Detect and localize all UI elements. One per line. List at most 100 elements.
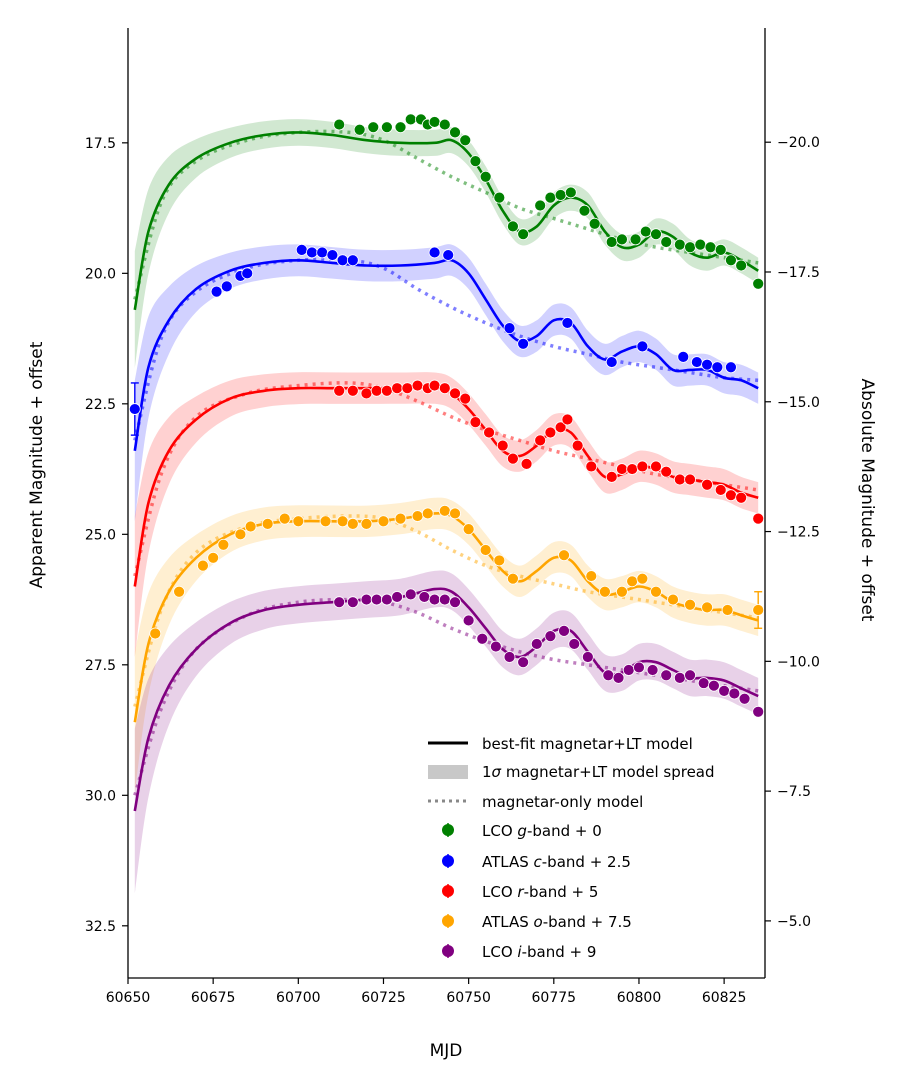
data-point [544, 426, 557, 439]
data-point [612, 671, 625, 684]
data-point [704, 241, 717, 254]
data-point [636, 460, 649, 473]
legend-label-o-band: ATLAS o-band + 7.5 [482, 913, 632, 931]
data-point [404, 113, 417, 126]
data-point [394, 121, 407, 134]
data-point [602, 669, 615, 682]
data-point [598, 585, 611, 598]
x-tick-label: 60775 [532, 990, 577, 1006]
data-point [622, 664, 635, 676]
x-tick-label: 60725 [361, 990, 406, 1006]
x-tick-label: 60675 [191, 990, 236, 1006]
data-point [380, 593, 393, 606]
data-point [421, 507, 434, 520]
data-point [438, 382, 451, 395]
data-point [561, 317, 574, 329]
data-point [605, 471, 618, 483]
magnetar-only-line [133, 257, 759, 441]
data-point [411, 379, 424, 392]
data-point [660, 465, 673, 478]
data-point [667, 593, 679, 606]
data-point [636, 340, 649, 353]
x-tick-label: 60700 [276, 990, 321, 1006]
data-point [391, 591, 404, 603]
data-point [438, 593, 451, 606]
data-point [752, 512, 765, 525]
data-point [738, 692, 751, 705]
x-tick-label: 60650 [106, 990, 151, 1006]
series-2 [133, 372, 765, 657]
data-point [725, 489, 737, 502]
data-point [449, 126, 461, 139]
data-point [616, 233, 628, 246]
data-point [370, 593, 383, 606]
data-point [210, 285, 223, 298]
legend-label-c-band: ATLAS c-band + 2.5 [482, 853, 631, 871]
data-point [558, 549, 570, 562]
data-point [244, 520, 257, 533]
x-tick-label: 60825 [702, 990, 747, 1006]
y-right-tick-label: −15.0 [777, 395, 820, 411]
data-point [752, 277, 765, 290]
data-point [629, 233, 642, 246]
data-point [411, 510, 424, 522]
data-point [752, 604, 765, 616]
data-point [391, 382, 404, 395]
data-point [554, 421, 567, 434]
data-point [493, 191, 506, 204]
data-point [507, 220, 519, 233]
data-point [714, 243, 727, 256]
legend: best-fit magnetar+LT model 1σ magnetar+L… [428, 735, 715, 961]
data-point [650, 460, 662, 473]
data-point [149, 627, 162, 640]
data-point [697, 677, 710, 689]
data-point [503, 322, 516, 335]
data-point [306, 246, 318, 259]
data-point [173, 585, 185, 598]
data-point [711, 361, 724, 374]
data-point [476, 632, 489, 645]
data-point [346, 596, 359, 609]
data-point [380, 121, 393, 134]
data-point [701, 601, 713, 614]
data-point [428, 593, 441, 606]
data-point [708, 679, 720, 692]
data-point [360, 593, 373, 606]
y-right-tick-label: −12.5 [777, 525, 820, 541]
data-point [367, 121, 380, 134]
data-point [520, 457, 533, 470]
data-point [725, 361, 737, 374]
legend-entry-c-band: ATLAS c-band + 2.5 [442, 853, 631, 871]
data-point [517, 228, 530, 241]
data-point [479, 170, 492, 183]
y-right-tick-label: −20.0 [777, 135, 820, 151]
data-point [459, 392, 472, 405]
data-point [469, 416, 482, 428]
data-point [585, 570, 598, 582]
data-point [507, 572, 519, 585]
data-point [554, 189, 567, 201]
data-point [626, 463, 639, 475]
data-point [605, 236, 618, 248]
legend-entry-i-band: LCO i-band + 9 [442, 943, 596, 961]
data-point [684, 241, 696, 254]
data-point [701, 358, 713, 371]
data-point [718, 685, 731, 697]
data-point [561, 413, 574, 426]
data-point [684, 669, 696, 682]
data-point [336, 254, 349, 267]
y-left-tick-label: 17.5 [85, 136, 116, 152]
data-point [418, 591, 431, 603]
data-point [534, 434, 547, 447]
model-spread-band [134, 570, 759, 894]
data-point [404, 588, 417, 601]
data-point [517, 656, 530, 669]
data-point [217, 538, 230, 551]
model-spread-band [134, 372, 759, 657]
data-point [493, 554, 506, 567]
legend-marker-r-band [442, 885, 454, 897]
series-4 [133, 570, 765, 894]
legend-label-i-band: LCO i-band + 9 [482, 943, 596, 961]
data-point [639, 225, 652, 238]
data-point [650, 228, 662, 241]
